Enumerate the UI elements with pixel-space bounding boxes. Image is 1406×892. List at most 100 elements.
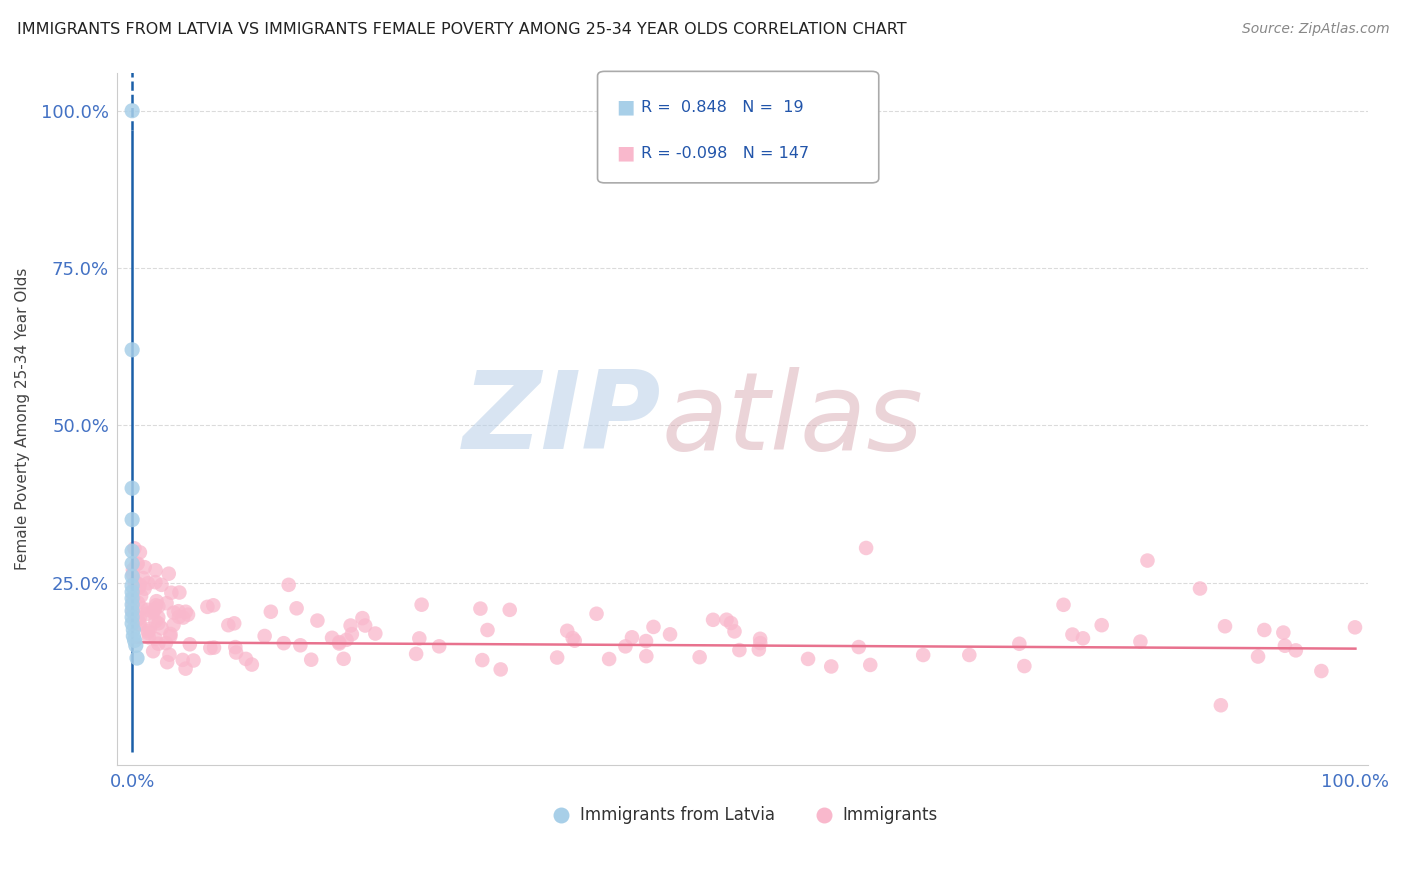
Point [1136,553,1159,567]
Text: Immigrants: Immigrants [842,805,938,824]
Point [121,569,143,583]
Point [172,653,194,667]
Point [121,610,143,624]
Point [127,596,149,610]
Point [1213,619,1236,633]
Point [174,605,197,619]
Point [121,604,143,618]
Point [122,591,145,606]
Point [155,636,177,650]
Point [1310,664,1333,678]
Point [912,648,935,662]
Point [1344,620,1367,634]
Text: Source: ZipAtlas.com: Source: ZipAtlas.com [1241,22,1389,37]
Text: ZIP: ZIP [463,366,661,472]
Point [121,343,143,357]
Point [749,632,772,646]
Point [159,648,181,662]
Point [855,541,877,555]
Point [749,636,772,650]
Text: R =  0.848   N =  19: R = 0.848 N = 19 [641,100,804,114]
Point [321,631,343,645]
Point [470,601,492,615]
Point [797,652,820,666]
Point [957,648,980,662]
Point [148,610,170,624]
Point [121,604,143,618]
Point [136,624,159,639]
Point [121,481,143,495]
Point [307,614,329,628]
Point [561,631,583,645]
Point [689,650,711,665]
Point [136,626,159,640]
Point [124,610,146,624]
Point [290,638,312,652]
Point [129,545,152,559]
Point [235,652,257,666]
Point [167,604,190,618]
Point [659,627,682,641]
Point [145,614,167,628]
Point [122,563,145,577]
Point [1272,625,1295,640]
Point [1209,698,1232,713]
Point [148,616,170,631]
Point [224,616,246,631]
Point [427,640,450,654]
Point [352,611,374,625]
Point [1188,582,1211,596]
Point [157,566,180,581]
Point [202,599,225,613]
Point [124,574,146,589]
Point [128,617,150,632]
Point [136,607,159,621]
Point [564,633,586,648]
Point [354,618,377,632]
Point [332,652,354,666]
Point [167,610,190,624]
Point [620,630,643,644]
Point [285,601,308,615]
Point [1008,637,1031,651]
Point [121,591,143,606]
Point [138,631,160,645]
Point [202,640,225,655]
Point [489,662,512,676]
Point [125,612,148,626]
Point [820,659,842,673]
Point [122,623,145,637]
Point [127,613,149,627]
Point [122,629,145,643]
Point [128,610,150,624]
Point [585,607,607,621]
Point [1285,643,1308,657]
Point [125,557,148,571]
Point [328,635,350,649]
Text: ■: ■ [616,97,634,117]
Point [129,589,152,603]
Point [859,657,882,672]
Point [555,778,578,792]
Text: IMMIGRANTS FROM LATVIA VS IMMIGRANTS FEMALE POVERTY AMONG 25-34 YEAR OLDS CORREL: IMMIGRANTS FROM LATVIA VS IMMIGRANTS FEM… [17,22,907,37]
Point [328,636,350,650]
Point [335,632,357,647]
Point [138,622,160,636]
Text: atlas: atlas [661,367,924,472]
Point [134,560,156,574]
Point [143,575,166,590]
Point [405,647,427,661]
Y-axis label: Female Poverty Among 25-34 Year Olds: Female Poverty Among 25-34 Year Olds [15,268,30,570]
Point [128,581,150,595]
Point [340,627,363,641]
Point [142,605,165,619]
Point [172,610,194,624]
Point [145,563,167,577]
Point [183,653,205,667]
Point [643,620,665,634]
Point [121,598,143,612]
Point [499,603,522,617]
Point [136,576,159,591]
Point [723,624,745,639]
Point [1129,634,1152,648]
